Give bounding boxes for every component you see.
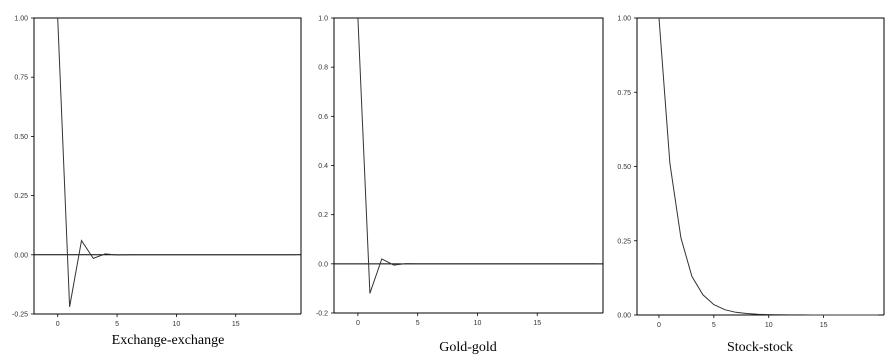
x-tick-label: 15	[533, 320, 541, 327]
plot-frame	[33, 17, 302, 314]
x-tick-label: 15	[232, 321, 240, 328]
x-tick-label: 15	[820, 322, 828, 329]
y-tick-label: -0.25	[12, 312, 28, 319]
x-tick-label: 10	[765, 322, 773, 329]
y-tick-label: -0.2	[316, 311, 328, 318]
y-tick-label: 0.25	[14, 193, 28, 200]
chart-panel-1: -0.25 0.00 0.25 0.50 0.75 1.00 0 5 10 15 Exchange-…	[12, 16, 302, 348]
y-tick-label: 0.00	[14, 252, 28, 259]
y-tick-label: 1.00	[14, 16, 28, 23]
plot-frame	[333, 17, 604, 313]
chart-panel-3: 0.00 0.25 0.50 0.75 1.00 0 5 10 15 Stock-stock	[617, 16, 885, 354]
chart-caption: Gold-gold	[439, 340, 497, 354]
x-tick-label: 5	[712, 322, 716, 329]
x-tick-label: 5	[115, 321, 119, 328]
x-tick-label: 10	[173, 321, 181, 328]
y-tick-label: 0.75	[14, 75, 28, 82]
y-tick-label: 0.75	[617, 90, 631, 97]
chart-caption: Exchange-exchange	[112, 333, 225, 348]
y-tick-label: 0.2	[318, 212, 328, 219]
y-tick-label: 1.00	[617, 16, 631, 23]
chart-caption: Stock-stock	[727, 340, 793, 354]
y-tick-label: 0.50	[14, 134, 28, 141]
y-tick-label: 0.00	[617, 313, 631, 320]
x-tick-label: 0	[56, 321, 60, 328]
chart-panel-2: -0.2 0.0 0.2 0.4 0.6 0.8 1.0 0 5 10 15 Gold-gold	[316, 16, 604, 354]
x-tick-label: 10	[474, 320, 482, 327]
y-tick-label: 0.25	[617, 238, 631, 245]
response-line	[357, 17, 597, 294]
x-tick-label: 0	[356, 320, 360, 327]
y-tick-label: 0.6	[318, 114, 328, 121]
y-tick-label: 1.0	[318, 16, 328, 23]
response-line	[658, 17, 879, 316]
y-tick-label: 0.8	[318, 65, 328, 72]
y-tick-label: 0.50	[617, 164, 631, 171]
plot-frame	[636, 17, 885, 315]
response-line	[57, 17, 296, 307]
y-tick-label: 0.0	[318, 261, 328, 268]
y-tick-label: 0.4	[318, 163, 328, 170]
x-tick-label: 5	[416, 320, 420, 327]
x-tick-label: 0	[657, 322, 661, 329]
